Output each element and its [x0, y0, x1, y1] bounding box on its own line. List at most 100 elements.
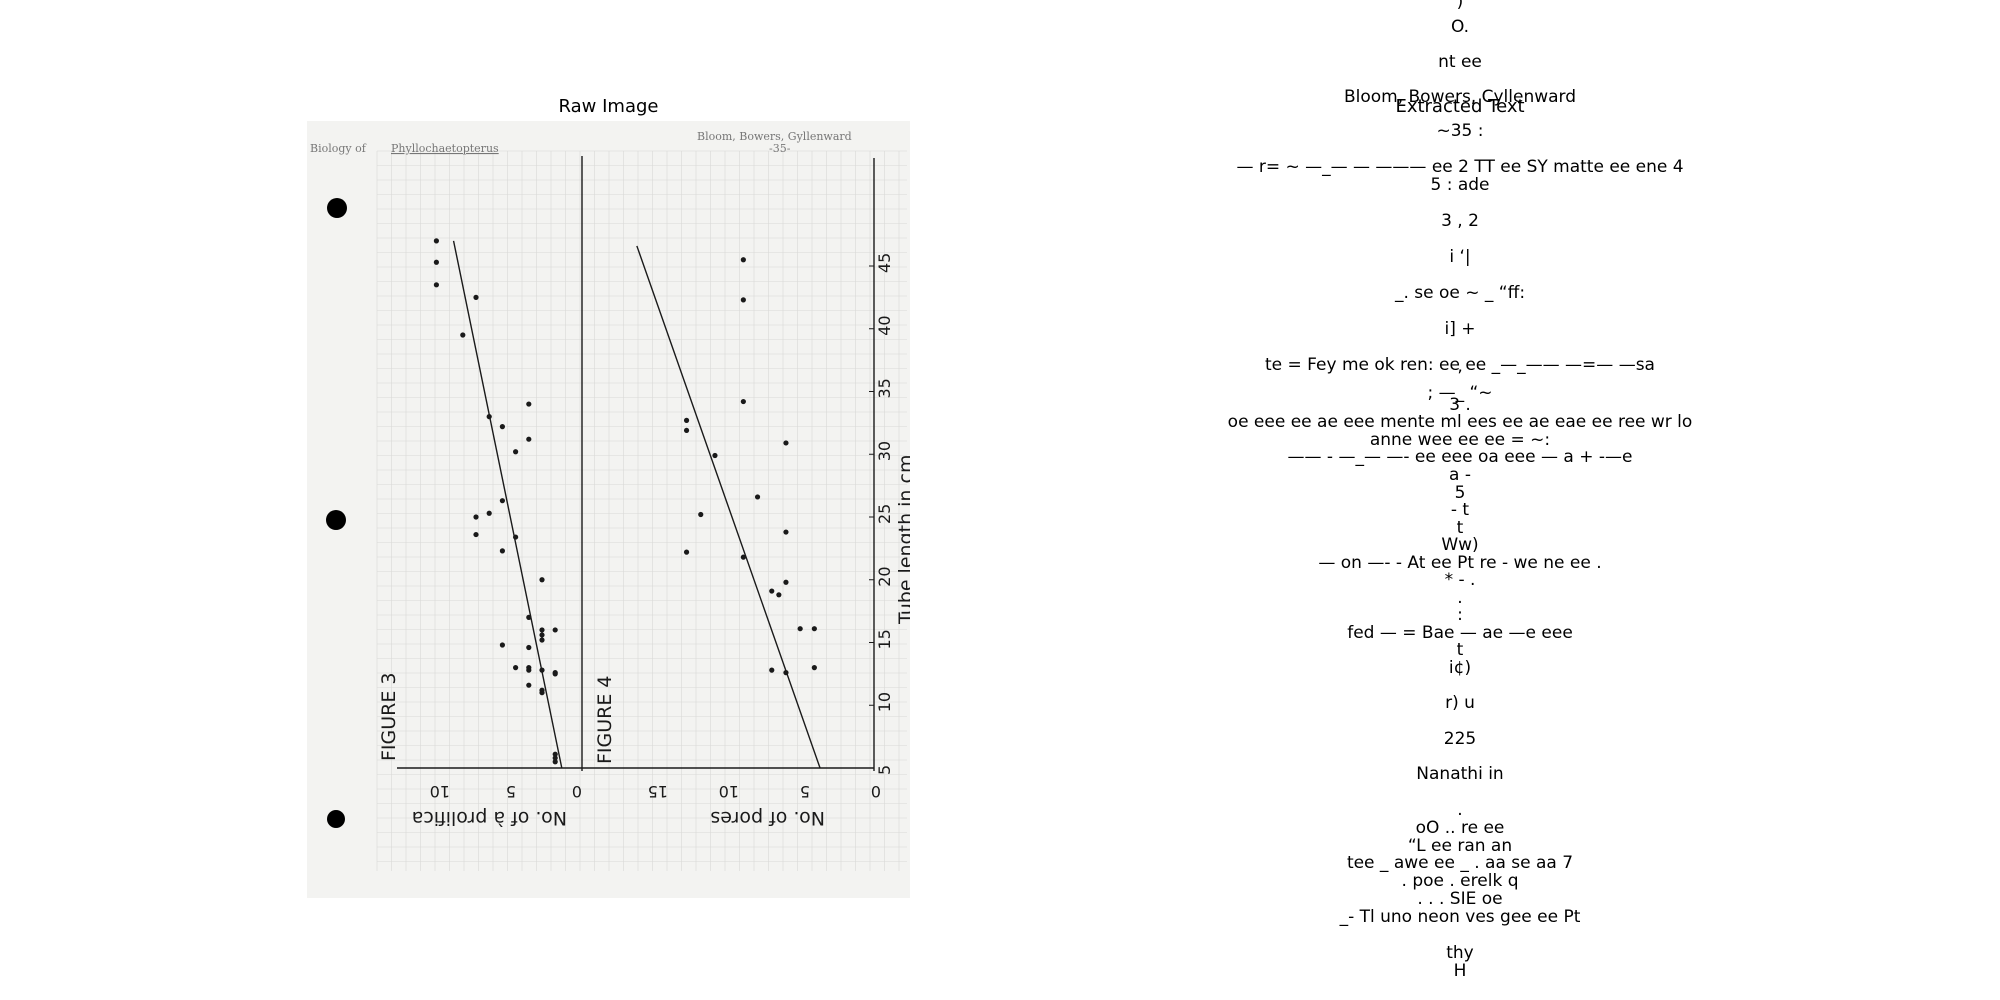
tube-tick-label: 10: [875, 692, 894, 712]
figure-3-data-point: [552, 759, 558, 765]
ocr-text-line: a -: [1449, 465, 1471, 485]
ocr-text-line: tee _ awe ee _ . aa se aa 7: [1346, 853, 1574, 873]
figure-3-data-point: [526, 614, 532, 620]
ocr-text-line: - t: [1450, 500, 1470, 520]
paper-background: [307, 121, 910, 898]
ocr-text-line: “L ee ran an: [1407, 836, 1513, 856]
figure-3-data-point: [433, 238, 439, 244]
ocr-text-line: Nanathi in: [1416, 764, 1504, 784]
figure-3-data-point: [499, 642, 505, 648]
ocr-text-line: fed — = Bae — ae —e eee: [1347, 623, 1573, 643]
tube-tick-label: 45: [875, 253, 894, 273]
figure-3-data-point: [539, 577, 545, 583]
fig3-count-tick-label: 5: [506, 782, 516, 801]
ocr-text-line: Ww): [1441, 535, 1479, 555]
figure-4-label: FIGURE 4: [594, 676, 616, 765]
ocr-text-line: ): [1456, 0, 1464, 12]
ocr-text-line: 5: [1454, 483, 1466, 503]
figure-3-data-point: [539, 690, 545, 696]
figure-3-data-point: [486, 414, 492, 420]
figure-3-data-point: [473, 514, 479, 520]
extracted-text-title: Extracted Text: [1395, 96, 1525, 117]
figure-3-data-point: [513, 665, 519, 671]
ocr-text-line: * - .: [1444, 570, 1476, 590]
figure-3-label: FIGURE 3: [378, 673, 400, 762]
ocr-text-line: _. se oe ~ _ “ff:: [1394, 283, 1526, 303]
figure-3-data-point: [513, 449, 519, 455]
figure-4-data-point: [712, 452, 718, 459]
figure-3-data-point: [499, 498, 505, 504]
figure-4-data-point: [783, 440, 789, 446]
binder-hole-bottom: [327, 810, 345, 828]
tube-length-axis: 5 10 15 20 25 30 35 40 45 10 5 0 15 10 5 0: [430, 253, 894, 801]
figure-3-data-point: [539, 637, 545, 643]
ocr-text-line: Bloom, Bowers, Cyllenward: [1343, 87, 1577, 107]
figure-4-data-point: [811, 626, 817, 632]
figure-3-axis-label: No. of à prolifica: [412, 807, 567, 829]
figure-4-data-point: [740, 398, 746, 405]
figure-4-data-point: [776, 592, 782, 598]
tube-tick-label: 25: [875, 504, 894, 524]
ocr-text-line: — on —- - At ee Pt re - we ne ee .: [1318, 553, 1602, 573]
figure-3-data-point: [539, 627, 545, 633]
figure-4-data-point: [769, 667, 775, 673]
figure-3-data-point: [539, 667, 545, 673]
figure-4-plot: [636, 245, 821, 769]
figure-3-data-point: [526, 401, 532, 407]
ocr-text-line: 225: [1443, 729, 1477, 749]
figure-3-data-point: [526, 436, 532, 442]
ocr-text-line: i ‘|: [1449, 247, 1471, 267]
figure-4-data-point: [811, 665, 817, 671]
ocr-text-line: :: [1457, 605, 1463, 625]
ocr-text-line: i¢): [1448, 658, 1472, 678]
header-page-number: -35-: [769, 142, 791, 155]
ocr-text-line: ~35 :: [1436, 121, 1484, 141]
figure-3-data-point: [499, 548, 505, 554]
figure-3-data-point: [552, 751, 558, 757]
ocr-text-line: t: [1456, 518, 1464, 538]
ocr-text-line: nt ee: [1438, 52, 1482, 72]
ocr-text-line: H: [1453, 961, 1467, 981]
ocr-text-line: 3 .: [1449, 395, 1471, 415]
ocr-text-line: anne wee ee ee = ~:: [1369, 430, 1551, 450]
figure-4-axis-label: No. of pores: [710, 807, 825, 829]
tube-tick-label: 5: [875, 765, 894, 775]
ocr-text-line: O.: [1450, 17, 1470, 37]
scanned-page: Biology of Phyllochaetopterus Bloom, Bow…: [307, 121, 910, 898]
figure-3-plot: [433, 238, 563, 769]
ocr-text-line: . . . SIE oe: [1417, 889, 1503, 909]
ocr-text-line: . poe . erelk q: [1401, 871, 1519, 891]
ocr-text-line: — r= ~ —_— — ——— ee 2 TT ee SY matte ee …: [1236, 157, 1684, 177]
fig4-count-tick-label: 15: [648, 782, 668, 801]
figure-3-data-point: [433, 282, 439, 288]
tube-tick-label: 15: [875, 629, 894, 649]
figure-3-data-point: [526, 644, 532, 651]
figure-4-data-point: [783, 579, 789, 585]
ocr-text-line: 5 : ade: [1430, 175, 1490, 195]
ocr-text-line: oO .. re ee: [1415, 818, 1505, 838]
raw-image-title: Raw Image: [558, 96, 659, 117]
tube-tick-label: 30: [875, 441, 894, 461]
figure-3-data-point: [552, 755, 558, 761]
extracted-text-panel: ) O. nt ee Bloom, Bowers, Cyllenward ~35 : — …: [1160, 0, 1760, 1000]
figure-4-data-point: [740, 554, 746, 560]
raw-image-scan: Biology of Phyllochaetopterus Bloom, Bow…: [307, 121, 910, 898]
figure-4-data-point: [769, 588, 775, 594]
figure-3-data-point: [552, 671, 558, 677]
fig3-count-tick-label: 10: [430, 782, 450, 801]
graph-paper-grid: [376, 150, 907, 871]
ocr-text-line: .: [1457, 588, 1463, 608]
figure-4-data-point: [740, 257, 746, 263]
figure-3-data-point: [433, 259, 439, 265]
figure-3-data-point: [473, 294, 479, 300]
ocr-text-line: 3 , 2: [1441, 211, 1479, 231]
binder-hole-middle: [326, 510, 346, 530]
figure-3-data-point: [513, 534, 519, 540]
figure-3-data-point: [539, 632, 545, 638]
tube-length-axis-label: Tube length in cm: [895, 455, 910, 625]
header-biology-of: Biology of: [310, 142, 367, 155]
figure-3-data-point: [473, 531, 479, 538]
figure-4-data-point: [783, 670, 789, 676]
figure-3-data-point: [486, 510, 492, 516]
figure-3-data-point: [460, 332, 466, 338]
